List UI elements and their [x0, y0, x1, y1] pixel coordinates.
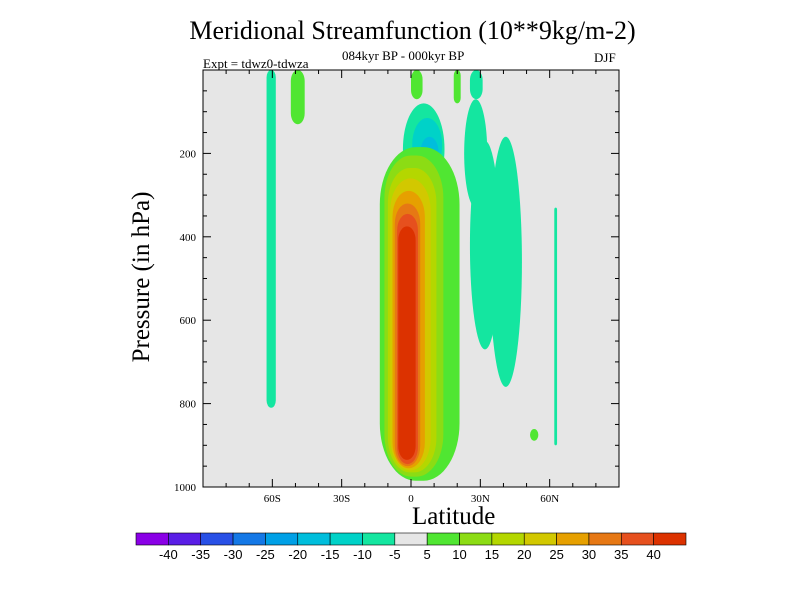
colorbar-label: -5 — [389, 547, 401, 562]
colorbar-swatch — [135, 532, 169, 546]
colorbar-label: 35 — [614, 547, 628, 562]
colorbar-swatch — [232, 532, 266, 546]
colorbar-label: -20 — [288, 547, 307, 562]
x-tick-label: 30N — [471, 493, 490, 505]
colorbar-label: 15 — [485, 547, 499, 562]
band-negative-40n — [489, 136, 522, 387]
colorbar-label: 20 — [517, 547, 531, 562]
x-tick-label: 60S — [264, 493, 281, 505]
x-axis-label: Latitude — [412, 503, 496, 530]
x-tick-label: 0 — [408, 493, 414, 505]
y-tick-label: 1000 — [174, 482, 197, 494]
colorbar-swatch — [297, 532, 331, 546]
y-tick-label: 800 — [180, 399, 197, 411]
y-tick-label: 200 — [180, 148, 197, 160]
colorbar-swatch — [653, 532, 687, 546]
chart-subtitle: 084kyr BP - 000kyr BP — [342, 48, 465, 63]
band-positive-20n-top — [453, 70, 461, 104]
colorbar-swatch — [329, 532, 363, 546]
colorbar: -40 -35 -30 -25 -20 -15 -10 -5 5 10 15 20 25 30 35 40 — [135, 532, 687, 562]
colorbar-label: 5 — [424, 547, 431, 562]
colorbar-swatch — [588, 532, 622, 546]
band-positive-eq-top — [411, 70, 423, 100]
colorbar-swatch — [200, 532, 234, 546]
band-negative-60s — [266, 70, 276, 408]
colorbar-label: -15 — [321, 547, 340, 562]
colorbar-label: -40 — [159, 547, 178, 562]
band-negative-62n — [554, 207, 558, 446]
contour-fields — [266, 70, 558, 481]
band-positive-50s — [290, 70, 305, 125]
colorbar-label: -35 — [191, 547, 210, 562]
colorbar-swatch — [426, 532, 460, 546]
chart-title: Meridional Streamfunction (10**9kg/m-2) — [189, 16, 636, 45]
colorbar-label: -25 — [256, 547, 275, 562]
colorbar-swatch — [620, 532, 654, 546]
colorbar-swatch — [362, 532, 396, 546]
colorbar-label: -10 — [353, 547, 372, 562]
colorbar-swatch — [394, 532, 428, 546]
colorbar-swatch — [459, 532, 493, 546]
colorbar-label: 25 — [549, 547, 563, 562]
colorbar-label: 40 — [646, 547, 660, 562]
colorbar-swatch — [491, 532, 525, 546]
spot-positive-53n — [530, 429, 539, 441]
colorbar-swatch — [523, 532, 557, 546]
band-negative-25n-top — [469, 70, 483, 100]
colorbar-swatch — [556, 532, 590, 546]
season-label: DJF — [594, 50, 616, 65]
colorbar-label: 30 — [582, 547, 596, 562]
y-tick-label: 600 — [180, 315, 197, 327]
pos-cell-level-40 — [398, 226, 416, 460]
x-tick-label: 60N — [540, 493, 559, 505]
y-tick-label: 400 — [180, 232, 197, 244]
colorbar-swatch — [265, 532, 299, 546]
axis-ticks: 60S 30S 0 30N 60N 200 400 600 800 1000 — [174, 69, 620, 505]
x-tick-label: 30S — [333, 493, 350, 505]
colorbar-label: 10 — [452, 547, 466, 562]
colorbar-label: -30 — [224, 547, 243, 562]
band-negative-30n-upper — [464, 99, 488, 208]
colorbar-swatch — [168, 532, 202, 546]
experiment-label: Expt = tdwz0-tdwza — [203, 56, 309, 71]
